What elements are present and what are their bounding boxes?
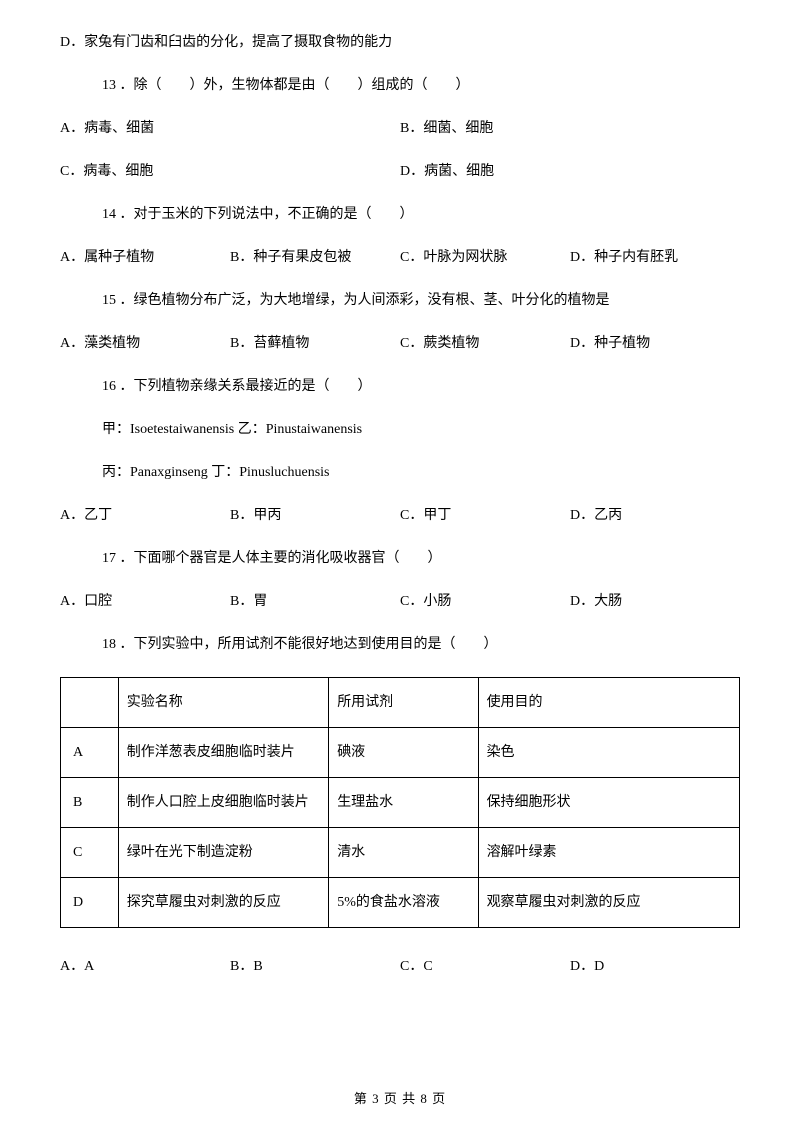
q14-options: A．属种子植物 B．种子有果皮包被 C．叶脉为网状脉 D．种子内有胚乳: [60, 247, 740, 268]
q15-options: A．藻类植物 B．苔藓植物 C．蕨类植物 D．种子植物: [60, 333, 740, 354]
q18-options: A．A B．B C．C D．D: [60, 956, 740, 977]
q16-stem: 16 ．下列植物亲缘关系最接近的是（ ）: [60, 376, 740, 397]
q18-option-a: A．A: [60, 956, 230, 977]
q15-option-d: D．种子植物: [570, 333, 740, 354]
q18-option-c: C．C: [400, 956, 570, 977]
q15-option-b: B．苔藓植物: [230, 333, 400, 354]
table-cell: 制作洋葱表皮细胞临时装片: [118, 728, 328, 778]
q14-option-c: C．叶脉为网状脉: [400, 247, 570, 268]
q14-stem: 14 ．对于玉米的下列说法中，不正确的是（ ）: [60, 204, 740, 225]
table-cell: 保持细胞形状: [478, 778, 739, 828]
q13-options-row1: A．病毒、细菌 B．细菌、细胞: [60, 118, 740, 139]
table-cell: 绿叶在光下制造淀粉: [118, 828, 328, 878]
table-header: 使用目的: [478, 678, 739, 728]
table-cell: 染色: [478, 728, 739, 778]
q18-option-d: D．D: [570, 956, 740, 977]
q13-option-a: A．病毒、细菌: [60, 118, 400, 139]
table-cell: B: [61, 778, 119, 828]
table-cell: 5%的食盐水溶液: [329, 878, 478, 928]
q16-option-d: D．乙丙: [570, 505, 740, 526]
q18-stem: 18 ．下列实验中，所用试剂不能很好地达到使用目的是（ ）: [60, 634, 740, 655]
page-footer: 第 3 页 共 8 页: [0, 1089, 800, 1109]
q13-option-d: D．病菌、细胞: [400, 161, 740, 182]
q13-option-c: C．病毒、细胞: [60, 161, 400, 182]
q17-option-c: C．小肠: [400, 591, 570, 612]
q13-option-b: B．细菌、细胞: [400, 118, 740, 139]
q16-option-c: C．甲丁: [400, 505, 570, 526]
table-cell: C: [61, 828, 119, 878]
q17-options: A．口腔 B．胃 C．小肠 D．大肠: [60, 591, 740, 612]
q16-option-b: B．甲丙: [230, 505, 400, 526]
table-cell: 制作人口腔上皮细胞临时装片: [118, 778, 328, 828]
q15-option-a: A．藻类植物: [60, 333, 230, 354]
q14-option-b: B．种子有果皮包被: [230, 247, 400, 268]
q12-option-d: D．家兔有门齿和臼齿的分化，提高了摄取食物的能力: [60, 32, 740, 53]
q17-stem: 17 ．下面哪个器官是人体主要的消化吸收器官（ ）: [60, 548, 740, 569]
table-row: A 制作洋葱表皮细胞临时装片 碘液 染色: [61, 728, 740, 778]
table-cell: [61, 678, 119, 728]
q15-stem: 15 ．绿色植物分布广泛，为大地增绿，为人间添彩，没有根、茎、叶分化的植物是: [60, 290, 740, 311]
table-cell: 碘液: [329, 728, 478, 778]
table-cell: 生理盐水: [329, 778, 478, 828]
table-cell: A: [61, 728, 119, 778]
table-cell: 溶解叶绿素: [478, 828, 739, 878]
q17-option-b: B．胃: [230, 591, 400, 612]
q13-options-row2: C．病毒、细胞 D．病菌、细胞: [60, 161, 740, 182]
q16-option-a: A．乙丁: [60, 505, 230, 526]
q17-option-d: D．大肠: [570, 591, 740, 612]
q14-option-a: A．属种子植物: [60, 247, 230, 268]
q14-option-d: D．种子内有胚乳: [570, 247, 740, 268]
q15-option-c: C．蕨类植物: [400, 333, 570, 354]
table-header: 所用试剂: [329, 678, 478, 728]
table-cell: D: [61, 878, 119, 928]
q18-table: 实验名称 所用试剂 使用目的 A 制作洋葱表皮细胞临时装片 碘液 染色 B 制作…: [60, 677, 740, 928]
table-cell: 观察草履虫对刺激的反应: [478, 878, 739, 928]
q16-options: A．乙丁 B．甲丙 C．甲丁 D．乙丙: [60, 505, 740, 526]
q17-option-a: A．口腔: [60, 591, 230, 612]
table-row: D 探究草履虫对刺激的反应 5%的食盐水溶液 观察草履虫对刺激的反应: [61, 878, 740, 928]
q13-stem: 13 ．除（ ）外，生物体都是由（ ）组成的（ ）: [60, 75, 740, 96]
table-row: B 制作人口腔上皮细胞临时装片 生理盐水 保持细胞形状: [61, 778, 740, 828]
table-header: 实验名称: [118, 678, 328, 728]
table-cell: 清水: [329, 828, 478, 878]
table-row: C 绿叶在光下制造淀粉 清水 溶解叶绿素: [61, 828, 740, 878]
q16-line2: 丙：Panaxginseng 丁：Pinusluchuensis: [60, 462, 740, 483]
q18-option-b: B．B: [230, 956, 400, 977]
q16-line1: 甲：Isoetestaiwanensis 乙：Pinustaiwanensis: [60, 419, 740, 440]
table-cell: 探究草履虫对刺激的反应: [118, 878, 328, 928]
table-row: 实验名称 所用试剂 使用目的: [61, 678, 740, 728]
